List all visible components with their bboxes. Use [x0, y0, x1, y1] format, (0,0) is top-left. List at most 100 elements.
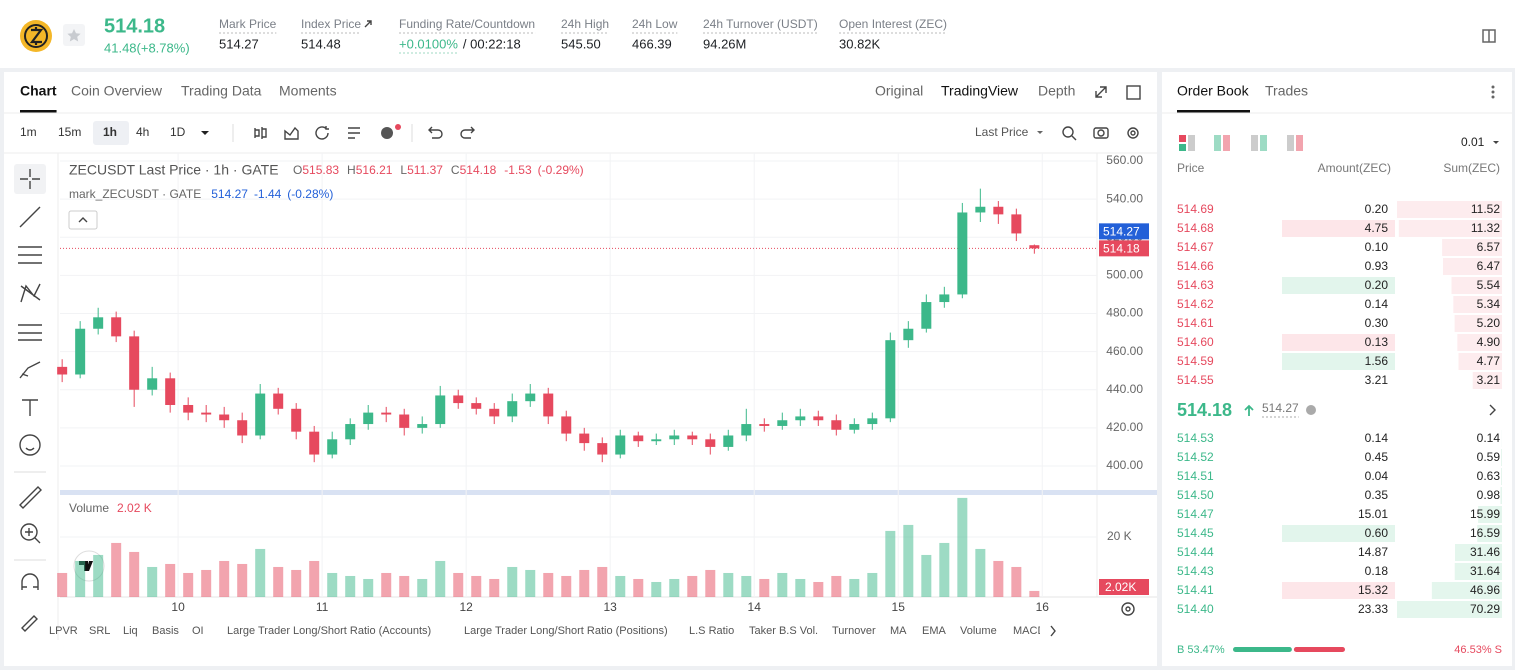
info-icon[interactable]: [1306, 405, 1316, 415]
candle-body: [849, 424, 860, 430]
header-bg: [0, 0, 1515, 68]
ob-price[interactable]: 514.47: [1177, 507, 1214, 521]
volume-bar: [327, 572, 338, 597]
ob-sum: 46.96: [1470, 583, 1500, 597]
favorite-star[interactable]: [63, 24, 85, 46]
ob-price[interactable]: 514.59: [1177, 354, 1214, 368]
indicator[interactable]: Large Trader Long/Short Ratio (Positions…: [464, 625, 668, 637]
ob-price[interactable]: 514.66: [1177, 259, 1214, 273]
window-icon[interactable]: [1126, 85, 1141, 100]
ob-price[interactable]: 514.51: [1177, 469, 1214, 483]
interval[interactable]: 4h: [136, 125, 149, 139]
volume-bar: [849, 578, 860, 597]
ob-price[interactable]: 514.50: [1177, 488, 1214, 502]
indicator[interactable]: MACD: [1013, 625, 1045, 637]
view-tab[interactable]: Original: [875, 83, 923, 99]
volume-bar: [561, 575, 572, 597]
candle-body: [777, 420, 788, 426]
toolbar-icons[interactable]: [201, 124, 1139, 141]
chart-tab[interactable]: Chart: [20, 83, 57, 99]
more-icon[interactable]: [1491, 85, 1495, 99]
indicator[interactable]: Liq: [123, 625, 138, 637]
indicator[interactable]: Turnover: [832, 625, 876, 637]
amount-flash: [1282, 220, 1395, 237]
x-tick-label: 10: [171, 600, 185, 614]
volume-bar: [921, 554, 932, 597]
settings-icon[interactable]: [1121, 602, 1135, 616]
indicator[interactable]: Taker B.S Vol.: [749, 625, 818, 637]
ob-price[interactable]: 514.44: [1177, 545, 1214, 559]
view-tab[interactable]: TradingView: [941, 83, 1019, 99]
ob-sum: 3.21: [1477, 373, 1501, 387]
stat-label: 24h Low: [632, 17, 678, 31]
ob-price[interactable]: 514.53: [1177, 431, 1214, 445]
ob-price[interactable]: 514.43: [1177, 564, 1214, 578]
ob-price[interactable]: 514.63: [1177, 278, 1214, 292]
price-type[interactable]: Last Price: [975, 125, 1029, 139]
ob-amount: 23.33: [1358, 602, 1388, 616]
volume-bar: [129, 551, 140, 597]
indicator[interactable]: SRL: [89, 625, 110, 637]
collapse-icon: [78, 217, 88, 223]
ohlc-value: 516.21: [356, 163, 393, 177]
candle-body: [759, 424, 770, 426]
ob-price[interactable]: 514.61: [1177, 316, 1214, 330]
ob-tab[interactable]: Trades: [1265, 83, 1308, 99]
volume-bar: [183, 572, 194, 597]
indicator[interactable]: OI: [192, 625, 204, 637]
indicator[interactable]: Basis: [152, 625, 179, 637]
ohlc-label: L: [400, 163, 407, 177]
candle-body: [687, 435, 698, 440]
volume-bar: [741, 575, 752, 597]
ob-price[interactable]: 514.69: [1177, 202, 1214, 216]
chevron[interactable]: [1489, 404, 1496, 416]
collapse-button[interactable]: [68, 210, 98, 230]
ob-price[interactable]: 514.45: [1177, 526, 1214, 540]
precision[interactable]: 0.01: [1461, 135, 1485, 149]
ob-price[interactable]: 514.55: [1177, 373, 1214, 387]
ob-price[interactable]: 514.60: [1177, 335, 1214, 349]
ohlc-label: H: [347, 163, 356, 177]
amount-flash: [1282, 582, 1395, 599]
interval[interactable]: 15m: [58, 125, 81, 139]
volume-bar: [93, 554, 104, 597]
ob-price[interactable]: 514.62: [1177, 297, 1214, 311]
layout-icon[interactable]: [1482, 29, 1496, 43]
ob-price[interactable]: 514.67: [1177, 240, 1214, 254]
fullscreen-icon[interactable]: [1095, 86, 1107, 98]
ob-price[interactable]: 514.41: [1177, 583, 1214, 597]
depth-bar: [1472, 372, 1502, 389]
col-header: Sum(ZEC): [1443, 161, 1500, 175]
ob-price[interactable]: 514.40: [1177, 602, 1214, 616]
index-link-icon[interactable]: [364, 20, 372, 28]
drawing-tools[interactable]: [14, 164, 46, 632]
depth-view-icons[interactable]: [1179, 135, 1303, 151]
coin-logo: [20, 20, 52, 52]
indicator[interactable]: MA: [890, 625, 907, 637]
interval[interactable]: 1h: [103, 125, 117, 139]
stat-label: 24h Turnover (USDT): [703, 17, 818, 31]
precision-caret[interactable]: [1493, 141, 1499, 144]
ob-tab[interactable]: Order Book: [1177, 83, 1250, 99]
chart-tab[interactable]: Coin Overview: [71, 83, 163, 99]
indicator[interactable]: LPVR: [49, 625, 78, 637]
ob-price[interactable]: 514.68: [1177, 221, 1214, 235]
chart-tab[interactable]: Trading Data: [181, 83, 262, 99]
interval[interactable]: 1m: [20, 125, 37, 139]
scroll-arrow[interactable]: [1050, 625, 1056, 637]
indicator[interactable]: L.S Ratio: [689, 625, 734, 637]
ob-price[interactable]: 514.52: [1177, 450, 1214, 464]
y-tick-label: 400.00: [1106, 458, 1143, 472]
chart-tab[interactable]: Moments: [279, 83, 337, 99]
indicator[interactable]: Volume: [960, 625, 997, 637]
ob-amount: 0.35: [1365, 488, 1389, 502]
depth-bar: [1457, 334, 1502, 351]
view-tab[interactable]: Depth: [1038, 83, 1075, 99]
ob-amount: 0.45: [1365, 450, 1389, 464]
interval[interactable]: 1D: [170, 125, 186, 139]
indicator[interactable]: Large Trader Long/Short Ratio (Accounts): [227, 625, 431, 637]
volume-bar: [219, 560, 230, 597]
x-tick-label: 12: [459, 600, 473, 614]
indicator[interactable]: EMA: [922, 625, 947, 637]
volume-bar: [975, 548, 986, 597]
